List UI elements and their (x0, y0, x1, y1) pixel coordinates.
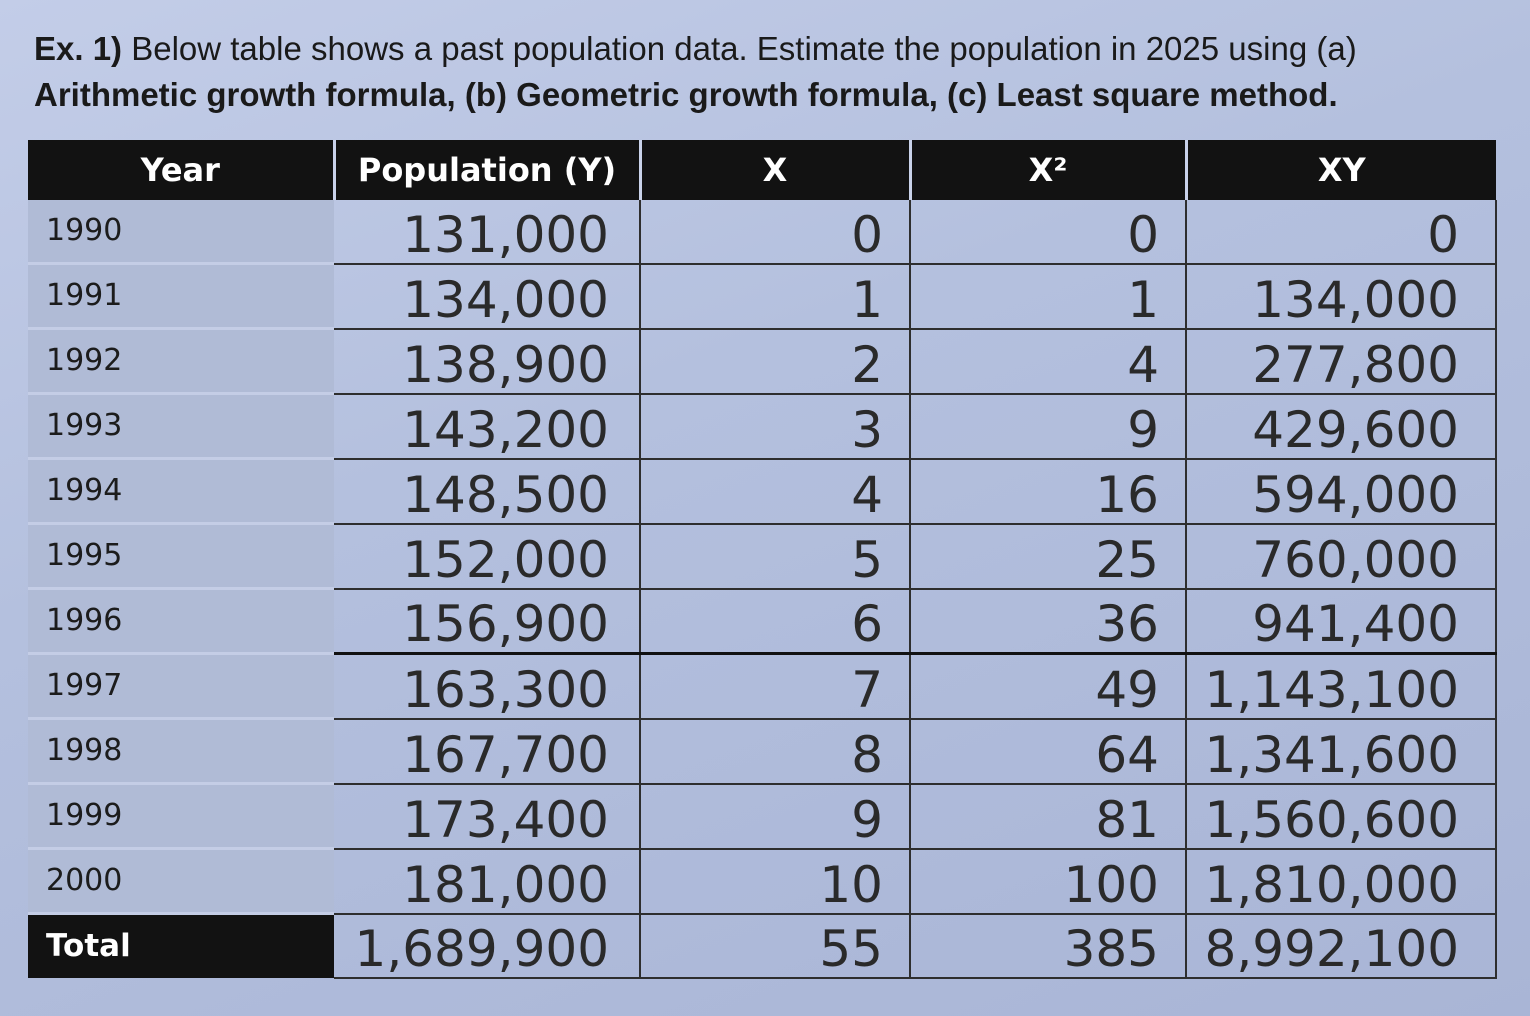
table-row: 1998 167,700 8 64 1,341,600 (28, 718, 1497, 785)
x-cell: 9 (640, 783, 911, 850)
population-cell: 152,000 (334, 523, 641, 590)
x-cell: 7 (640, 653, 911, 720)
table-row: 1999 173,400 9 81 1,560,600 (28, 783, 1497, 850)
x-squared-cell: 16 (910, 458, 1187, 525)
table-row: 1991 134,000 1 1 134,000 (28, 263, 1497, 330)
x-squared-cell: 81 (910, 783, 1187, 850)
table-row: 2000 181,000 10 100 1,810,000 (28, 848, 1497, 915)
xy-cell: 760,000 (1186, 523, 1497, 590)
population-cell: 131,000 (334, 200, 641, 265)
year-cell: 1996 (28, 588, 334, 655)
x-cell: 8 (640, 718, 911, 785)
header-year: Year (28, 140, 336, 200)
x-cell: 1 (640, 263, 911, 330)
xy-cell: 1,560,600 (1186, 783, 1497, 850)
x-squared-cell: 9 (910, 393, 1187, 460)
x-squared-cell: 1 (910, 263, 1187, 330)
question-body: Below table shows a past population data… (122, 30, 1357, 67)
table-row: 1995 152,000 5 25 760,000 (28, 523, 1497, 590)
year-cell: 1994 (28, 458, 334, 525)
population-cell: 138,900 (334, 328, 641, 395)
x-squared-cell: 100 (910, 848, 1187, 915)
question-methods: Arithmetic growth formula, (b) Geometric… (34, 76, 1338, 113)
x-squared-cell: 25 (910, 523, 1187, 590)
year-cell: 1998 (28, 718, 334, 785)
xy-cell: 277,800 (1186, 328, 1497, 395)
x-squared-cell: 36 (910, 588, 1187, 655)
x-squared-cell: 64 (910, 718, 1187, 785)
question-text: Ex. 1) Below table shows a past populati… (34, 26, 1504, 118)
table-row: 1997 163,300 7 49 1,143,100 (28, 653, 1497, 720)
year-cell: 1995 (28, 523, 334, 590)
header-xy: XY (1186, 140, 1496, 200)
x-cell: 0 (640, 200, 911, 265)
x-cell: 10 (640, 848, 911, 915)
population-table: Year Population (Y) X X² XY 1990 131,000… (28, 140, 1497, 979)
xy-cell: 1,143,100 (1186, 653, 1497, 720)
table-row: 1990 131,000 0 0 0 (28, 200, 1497, 265)
population-cell: 156,900 (334, 588, 641, 655)
x-squared-cell: 4 (910, 328, 1187, 395)
xy-cell: 1,341,600 (1186, 718, 1497, 785)
year-cell: 1993 (28, 393, 334, 460)
population-cell: 181,000 (334, 848, 641, 915)
population-cell: 167,700 (334, 718, 641, 785)
total-x-squared: 385 (910, 913, 1187, 979)
table-row: 1994 148,500 4 16 594,000 (28, 458, 1497, 525)
x-cell: 6 (640, 588, 911, 655)
population-cell: 134,000 (334, 263, 641, 330)
x-cell: 4 (640, 458, 911, 525)
total-population: 1,689,900 (334, 913, 641, 979)
total-xy: 8,992,100 (1186, 913, 1497, 979)
header-x-squared: X² (910, 140, 1188, 200)
table-row: 1992 138,900 2 4 277,800 (28, 328, 1497, 395)
x-cell: 5 (640, 523, 911, 590)
year-cell: 1990 (28, 200, 334, 265)
header-x: X (640, 140, 912, 200)
xy-cell: 0 (1186, 200, 1497, 265)
x-squared-cell: 0 (910, 200, 1187, 265)
xy-cell: 1,810,000 (1186, 848, 1497, 915)
x-cell: 2 (640, 328, 911, 395)
question-label: Ex. 1) (34, 30, 123, 67)
header-row: Year Population (Y) X X² XY (28, 140, 1496, 200)
x-cell: 3 (640, 393, 911, 460)
population-cell: 163,300 (334, 653, 641, 720)
population-cell: 148,500 (334, 458, 641, 525)
total-x: 55 (640, 913, 911, 979)
year-cell: 1997 (28, 653, 334, 720)
xy-cell: 941,400 (1186, 588, 1497, 655)
total-label: Total (28, 913, 334, 978)
xy-cell: 429,600 (1186, 393, 1497, 460)
table-row: 1993 143,200 3 9 429,600 (28, 393, 1497, 460)
year-cell: 1992 (28, 328, 334, 395)
x-squared-cell: 49 (910, 653, 1187, 720)
year-cell: 1991 (28, 263, 334, 330)
header-population: Population (Y) (334, 140, 642, 200)
population-cell: 143,200 (334, 393, 641, 460)
year-cell: 1999 (28, 783, 334, 850)
xy-cell: 134,000 (1186, 263, 1497, 330)
xy-cell: 594,000 (1186, 458, 1497, 525)
population-cell: 173,400 (334, 783, 641, 850)
total-row: Total 1,689,900 55 385 8,992,100 (28, 913, 1497, 979)
table-row: 1996 156,900 6 36 941,400 (28, 588, 1497, 655)
year-cell: 2000 (28, 848, 334, 915)
